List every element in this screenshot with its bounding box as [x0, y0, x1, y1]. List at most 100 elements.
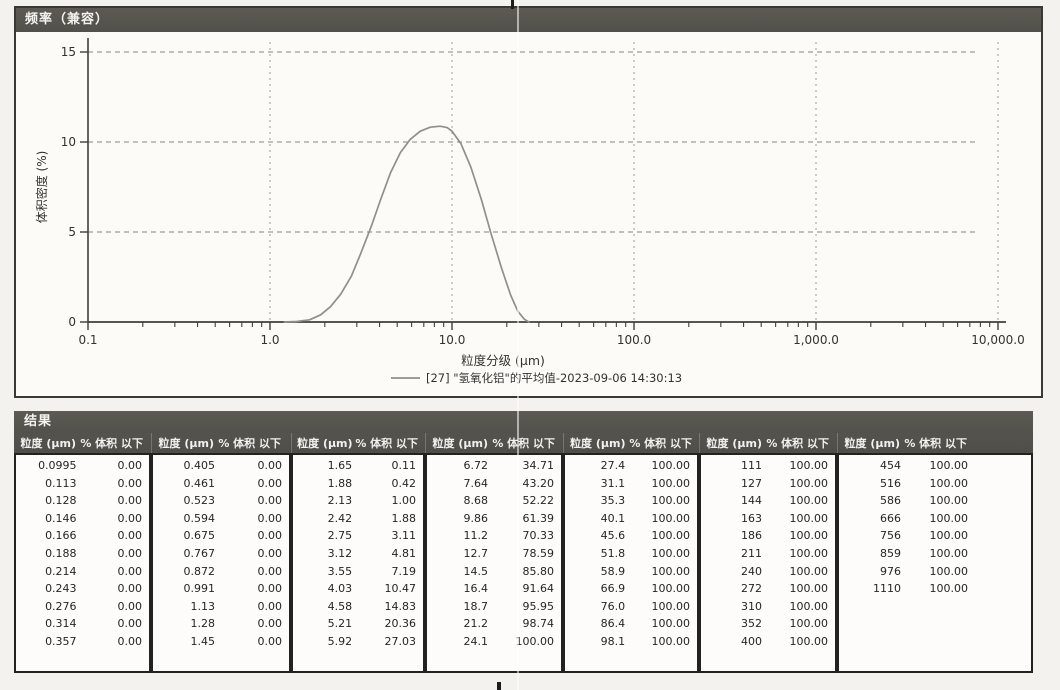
- size-cell: 1.65: [327, 459, 353, 472]
- table-row: 352 100.00: [701, 615, 835, 633]
- size-cell: 7.64: [463, 476, 489, 490]
- size-cell: 2.75: [327, 529, 353, 543]
- table-row: 0.214 0.00: [16, 563, 149, 581]
- volume-under-cell: 0.00: [117, 617, 143, 631]
- volume-under-column-header: % 体积 以下: [492, 437, 555, 450]
- y-tick-label: 0: [68, 315, 76, 329]
- volume-under-cell: 100.00: [789, 529, 829, 543]
- volume-under-cell: 0.00: [117, 476, 143, 490]
- table-row: 0.146 0.00: [16, 510, 149, 528]
- size-cell: 51.8: [600, 546, 626, 560]
- size-cell: 21.2: [463, 617, 489, 631]
- table-row: 58.9 100.00: [565, 563, 697, 581]
- table-row: 5.21 20.36: [293, 615, 423, 633]
- results-table-group: 111 100.00 127 100.00 144 100.00 163 100.00 186 1…: [699, 453, 837, 673]
- table-row: 3.55 7.19: [293, 563, 423, 581]
- volume-under-cell: 100.00: [651, 582, 691, 596]
- volume-under-cell: 100.00: [651, 476, 691, 490]
- volume-under-cell: 100.00: [929, 476, 969, 490]
- size-cell: 2.13: [327, 494, 353, 508]
- results-header-group: 粒度 (μm)% 体积 以下: [837, 433, 1033, 453]
- y-tick-label: 5: [68, 225, 76, 239]
- volume-under-cell: 91.64: [522, 582, 555, 596]
- results-header-group: 粒度 (μm)% 体积 以下: [14, 433, 151, 453]
- volume-under-column-header: % 体积 以下: [766, 437, 829, 450]
- table-row: 976 100.00: [839, 563, 1031, 581]
- table-row: 0.991 0.00: [153, 580, 289, 598]
- results-header-group: 粒度 (μm)% 体积 以下: [563, 433, 699, 453]
- table-row: 586 100.00: [839, 492, 1031, 510]
- volume-under-cell: 100.00: [651, 617, 691, 631]
- table-row: 2.42 1.88: [293, 510, 423, 528]
- table-row: 1110 100.00: [839, 580, 1031, 598]
- volume-under-cell: 0.00: [117, 599, 143, 613]
- size-cell: 45.6: [600, 529, 626, 543]
- table-row: 1.28 0.00: [153, 615, 289, 633]
- table-row: 0.0995 0.00: [16, 457, 149, 475]
- size-cell: 27.4: [600, 459, 626, 472]
- results-table: 0.0995 0.00 0.113 0.00 0.128 0.00 0.146 0.00 0.1…: [14, 453, 1033, 673]
- size-cell: 40.1: [600, 511, 626, 525]
- volume-under-cell: 14.83: [384, 599, 417, 613]
- table-row: 0.128 0.00: [16, 492, 149, 510]
- volume-under-cell: 100.00: [651, 459, 691, 472]
- size-cell: 1.88: [327, 476, 353, 490]
- table-row: 8.68 52.22: [427, 492, 561, 510]
- volume-under-cell: 0.00: [257, 564, 283, 578]
- volume-under-cell: 0.00: [257, 494, 283, 508]
- table-row: 9.86 61.39: [427, 510, 561, 528]
- size-cell: 9.86: [463, 511, 489, 525]
- frequency-curve: [283, 125, 530, 323]
- x-tick-label: 100.0: [617, 333, 651, 347]
- volume-under-cell: 100.00: [789, 634, 829, 648]
- size-cell: 12.7: [463, 546, 489, 560]
- volume-under-cell: 95.95: [522, 599, 555, 613]
- results-title-bar: 结果: [14, 411, 1033, 433]
- volume-under-cell: 85.80: [522, 564, 555, 578]
- size-cell: 127: [741, 476, 763, 490]
- y-axis-title: 体积密度 (%): [34, 151, 49, 224]
- size-cell: 454: [880, 459, 901, 472]
- results-table-group: 6.72 34.71 7.64 43.20 8.68 52.22 9.86 61.39 11.2…: [425, 453, 563, 673]
- table-row: 0.166 0.00: [16, 527, 149, 545]
- volume-under-cell: 0.00: [117, 494, 143, 508]
- size-cell: 3.55: [327, 564, 353, 578]
- size-cell: 31.1: [600, 476, 626, 490]
- size-cell: 1.13: [190, 599, 216, 613]
- volume-under-cell: 100.00: [651, 599, 691, 613]
- volume-under-cell: 70.33: [522, 529, 555, 543]
- volume-under-cell: 100.00: [651, 564, 691, 578]
- size-cell: 0.357: [45, 634, 77, 648]
- table-row: 4.58 14.83: [293, 598, 423, 616]
- chart-title: 频率（兼容）: [25, 12, 110, 27]
- volume-under-cell: 100.00: [789, 582, 829, 596]
- volume-under-cell: 0.00: [257, 546, 283, 560]
- table-row: 11.2 70.33: [427, 527, 561, 545]
- results-header-group: 粒度 (μm)% 体积 以下: [425, 433, 563, 453]
- volume-under-cell: 20.36: [384, 617, 417, 631]
- size-cell: 6.72: [463, 459, 489, 472]
- table-row: 144 100.00: [701, 492, 835, 510]
- table-row: 18.7 95.95: [427, 598, 561, 616]
- results-title: 结果: [24, 414, 53, 429]
- volume-under-column-header: % 体积 以下: [629, 437, 692, 450]
- size-column-header: 粒度 (μm): [844, 437, 900, 450]
- table-row: 1.88 0.42: [293, 475, 423, 493]
- table-row: 31.1 100.00: [565, 475, 697, 493]
- size-column-header: 粒度 (μm): [158, 437, 214, 450]
- table-row: 0.767 0.00: [153, 545, 289, 563]
- table-row: 0.243 0.00: [16, 580, 149, 598]
- size-cell: 24.1: [463, 634, 489, 648]
- size-cell: 35.3: [600, 494, 626, 508]
- frequency-distribution-chart: 0 5 10 15 0.1 1.0 10.0 100.0 1,000.0 10,000.0 粒度分级…: [34, 38, 1025, 385]
- table-row: 0.276 0.00: [16, 598, 149, 616]
- size-cell: 0.405: [183, 459, 216, 472]
- table-row: 0.314 0.00: [16, 615, 149, 633]
- volume-under-cell: 100.00: [789, 617, 829, 631]
- volume-under-cell: 100.00: [789, 476, 829, 490]
- volume-under-column-header: % 体积 以下: [80, 437, 143, 450]
- size-cell: 0.991: [183, 582, 216, 596]
- volume-under-cell: 0.11: [391, 459, 417, 472]
- size-cell: 0.0995: [38, 459, 77, 472]
